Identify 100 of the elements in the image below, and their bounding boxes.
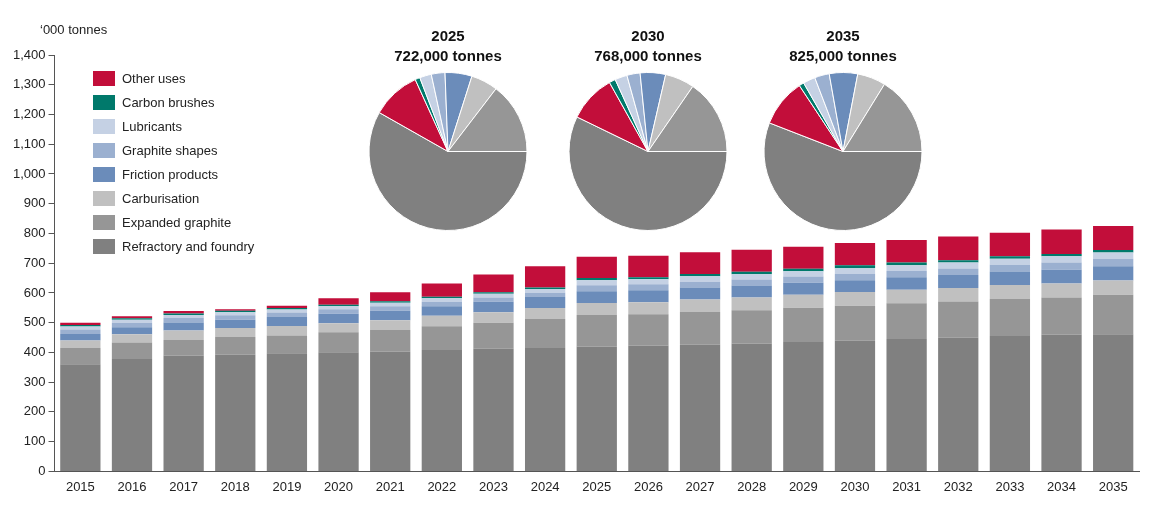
bar: [318, 352, 359, 471]
chart-title: 2035: [826, 27, 860, 45]
bar: [783, 342, 824, 471]
bar: [989, 232, 1031, 257]
bar: [938, 268, 979, 276]
bar: [576, 314, 617, 347]
bar: [60, 333, 101, 341]
bar: [886, 277, 927, 290]
bar: [524, 266, 566, 288]
bar: [111, 342, 153, 359]
bar: [370, 320, 411, 331]
x-tick-label: 2034: [1047, 478, 1076, 494]
bar: [679, 299, 721, 312]
y-tick-label: 800: [23, 225, 46, 241]
bar: [1093, 334, 1134, 471]
bar: [783, 246, 824, 269]
bar: [576, 278, 617, 281]
bar: [989, 298, 1031, 337]
x-tick-label: 2031: [892, 478, 922, 494]
bar: [886, 240, 927, 263]
bar: [318, 298, 359, 305]
bar: [266, 353, 308, 471]
bar: [628, 314, 669, 346]
x-tick-label: 2032: [943, 478, 973, 494]
y-tick-label: 1,400: [12, 46, 46, 62]
bar: [318, 332, 359, 353]
bar: [266, 325, 308, 336]
chart-subtitle: 768,000 tonnes: [594, 47, 702, 65]
bar: [215, 315, 256, 320]
bar: [783, 282, 824, 295]
bar: [215, 336, 256, 355]
legend-label: Lubricants: [122, 118, 182, 134]
legend-label: Expanded graphite: [122, 214, 232, 230]
bar: [473, 322, 514, 349]
legend-label: Carburisation: [122, 190, 200, 206]
bar: [370, 330, 411, 352]
bar: [886, 289, 927, 304]
chart-subtitle: 722,000 tonnes: [394, 47, 502, 65]
bar: [628, 290, 669, 303]
x-tick-label: 2025: [582, 478, 612, 494]
bar: [938, 287, 979, 302]
y-tick-label: 1,100: [12, 135, 46, 151]
bar: [524, 319, 566, 348]
bar: [834, 340, 876, 471]
bar: [938, 262, 979, 269]
bar: [938, 337, 979, 471]
bar: [576, 346, 617, 471]
bar: [731, 343, 772, 471]
bar: [163, 355, 204, 471]
bar: [783, 307, 824, 343]
bar: [370, 306, 411, 311]
x-tick-label: 2030: [840, 478, 870, 494]
bar: [731, 274, 772, 280]
y-tick-label: 400: [23, 344, 46, 360]
y-tick-label: 1,000: [12, 165, 46, 181]
x-tick-label: 2020: [324, 478, 354, 494]
bar: [215, 319, 256, 329]
bar: [576, 285, 617, 292]
x-tick-label: 2028: [737, 478, 767, 494]
bar: [731, 249, 772, 272]
bar: [421, 350, 462, 471]
bar: [628, 284, 669, 291]
bar: [783, 294, 824, 308]
bar: [370, 310, 411, 321]
x-tick-label: 2021: [375, 478, 405, 494]
x-tick-label: 2023: [479, 478, 508, 494]
bar: [731, 279, 772, 286]
bar: [628, 345, 669, 471]
bar: [60, 340, 101, 348]
x-tick-label: 2022: [427, 478, 457, 494]
y-tick-label: 600: [23, 284, 46, 300]
bar: [111, 327, 153, 335]
bar: [60, 364, 101, 471]
bar: [370, 292, 411, 302]
legend-label: Friction products: [122, 166, 219, 182]
bar: [679, 252, 721, 274]
bar: [679, 281, 721, 288]
bar: [783, 276, 824, 283]
bar: [1041, 229, 1082, 254]
bar: [524, 347, 566, 471]
bar: [938, 236, 979, 261]
bar: [421, 326, 462, 351]
bar: [318, 313, 359, 324]
bar: [266, 317, 308, 326]
bar: [834, 265, 876, 269]
bar: [628, 302, 669, 315]
bar: [473, 312, 514, 323]
x-tick-label: 2033: [995, 478, 1025, 494]
bar: [1093, 280, 1134, 295]
bar: [938, 275, 979, 288]
bar: [989, 271, 1031, 285]
bar: [1041, 334, 1082, 471]
x-tick-label: 2016: [117, 478, 147, 494]
bar: [266, 335, 308, 354]
bar: [628, 255, 669, 278]
bar: [1041, 297, 1082, 335]
bar: [576, 303, 617, 315]
bar: [886, 270, 927, 278]
bar: [318, 309, 359, 314]
bar: [1093, 258, 1134, 267]
